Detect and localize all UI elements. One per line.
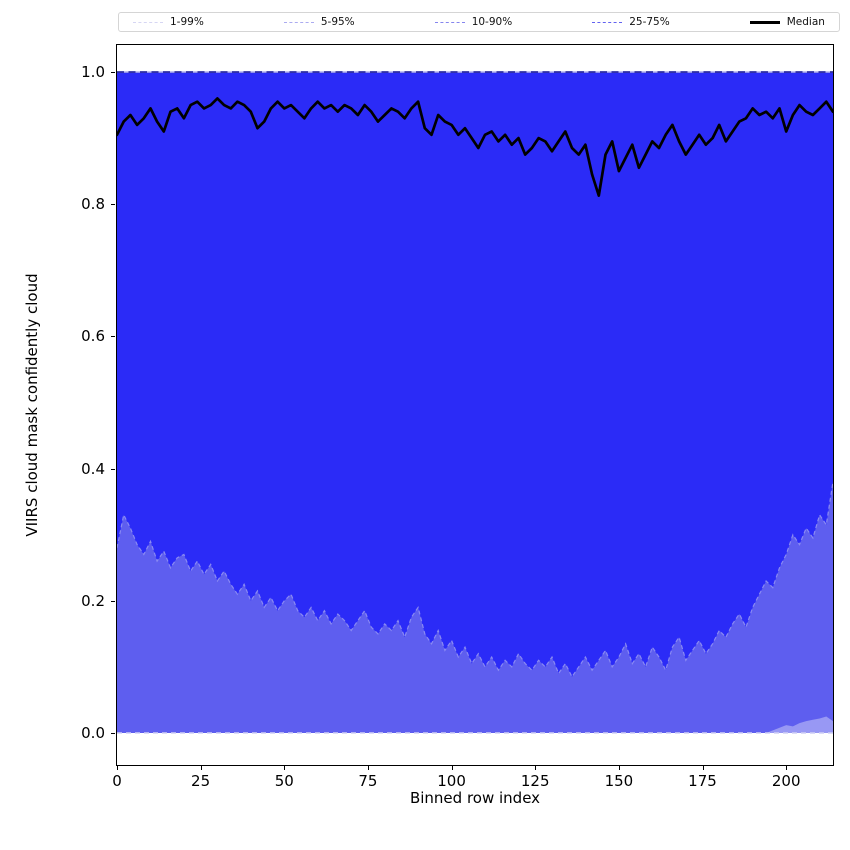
y-tick-label: 0.0: [81, 724, 105, 742]
x-tick-label: 50: [274, 772, 294, 790]
x-tick-label: 150: [604, 772, 634, 790]
y-tick-label: 1.0: [81, 63, 105, 81]
x-tick-label: 25: [191, 772, 211, 790]
y-tick-mark: [111, 336, 115, 338]
p25-boundary-line: [117, 481, 833, 678]
y-tick-mark: [111, 72, 115, 73]
percentile-band-chart: [117, 71, 833, 734]
median-line: [117, 97, 833, 197]
x-axis-label: Binned row index: [409, 789, 541, 807]
x-tick-mark: [451, 766, 453, 770]
x-tick-mark: [200, 766, 202, 770]
legend-item-10-90-: 10-90%: [434, 15, 513, 28]
legend-item-label: 5-95%: [320, 15, 355, 28]
legend-item-1-99-: 1-99%: [133, 15, 204, 28]
x-tick-mark: [702, 766, 704, 770]
x-tick-label: 125: [520, 772, 550, 790]
y-tick-mark: [111, 600, 115, 602]
legend-item-label: Median: [786, 15, 825, 28]
y-tick-mark: [111, 204, 115, 206]
legend-line-swatch-icon: [749, 20, 780, 24]
legend-line-swatch-icon: [592, 21, 623, 23]
legend-line-swatch-icon: [283, 21, 314, 23]
y-axis-label: VIIRS cloud mask confidently cloud: [23, 273, 41, 537]
y-tick-label: 0.6: [81, 327, 105, 346]
x-tick-mark: [117, 766, 118, 770]
legend-line-swatch-icon: [133, 21, 163, 23]
y-tick-label: 0.4: [81, 459, 105, 478]
x-tick-mark: [284, 766, 286, 770]
x-tick-mark: [618, 766, 620, 770]
legend-line-swatch-icon: [434, 21, 465, 23]
legend-item-label: 1-99%: [170, 15, 204, 28]
x-tick-mark: [786, 766, 788, 770]
x-tick-mark: [367, 766, 369, 770]
legend: 1-99% 5-95% 10-90% 25-75% Median: [118, 12, 840, 32]
legend-item-label: 25-75%: [629, 15, 670, 28]
x-tick-label: 0: [112, 772, 122, 790]
x-tick-label: 200: [771, 772, 801, 790]
y-tick-label: 0.8: [81, 195, 105, 214]
legend-item-25-75-: 25-75%: [592, 15, 670, 28]
y-tick-label: 0.2: [81, 591, 105, 610]
legend-item-5-95-: 5-95%: [283, 15, 355, 28]
y-tick-mark: [111, 468, 115, 470]
plot-area: [116, 44, 834, 766]
x-tick-label: 175: [688, 772, 717, 790]
legend-item-median: Median: [749, 15, 825, 28]
band-25-75-region: [117, 72, 833, 677]
x-tick-label: 75: [358, 772, 378, 790]
x-tick-label: 100: [437, 772, 466, 790]
y-tick-mark: [111, 733, 115, 734]
x-tick-mark: [535, 766, 537, 770]
legend-item-label: 10-90%: [471, 15, 513, 28]
